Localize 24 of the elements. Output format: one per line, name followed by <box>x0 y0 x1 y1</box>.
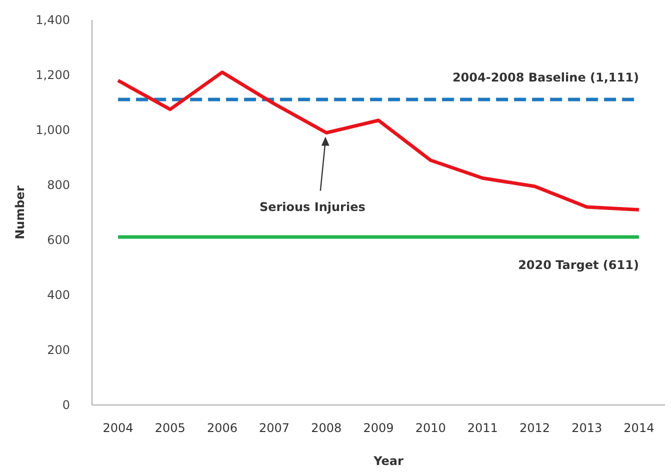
y-tick-label: 200 <box>47 343 70 358</box>
x-tick-label: 2007 <box>259 421 290 435</box>
y-tick-label: 1,000 <box>36 123 70 138</box>
y-tick-label: 0 <box>62 398 70 412</box>
x-tick-label: 2012 <box>520 421 550 435</box>
x-tick-label: 2010 <box>415 421 446 435</box>
y-tick-label: 800 <box>47 178 70 192</box>
annotation: Serious Injuries <box>259 200 366 214</box>
x-tick-label: 2014 <box>624 421 654 435</box>
x-tick-label: 2013 <box>572 421 602 435</box>
ref-line-label: 2004-2008 Baseline (1,111) <box>452 70 639 84</box>
ref-line-label: 2020 Target (611) <box>518 258 639 272</box>
y-axis-title: Number <box>13 186 27 240</box>
x-axis-title: Year <box>372 454 404 468</box>
x-tick-label: 2005 <box>154 421 186 435</box>
x-tick-label: 2004 <box>102 421 134 435</box>
y-tick-label: 600 <box>47 233 70 248</box>
y-tick-label: 1,200 <box>36 68 70 82</box>
x-tick-label: 2011 <box>467 421 498 435</box>
y-tick-label: 1,400 <box>36 13 70 28</box>
x-tick-label: 2009 <box>363 421 394 435</box>
x-tick-label: 2006 <box>206 421 238 435</box>
x-tick-label: 2008 <box>311 421 342 435</box>
y-tick-label: 400 <box>47 288 70 302</box>
